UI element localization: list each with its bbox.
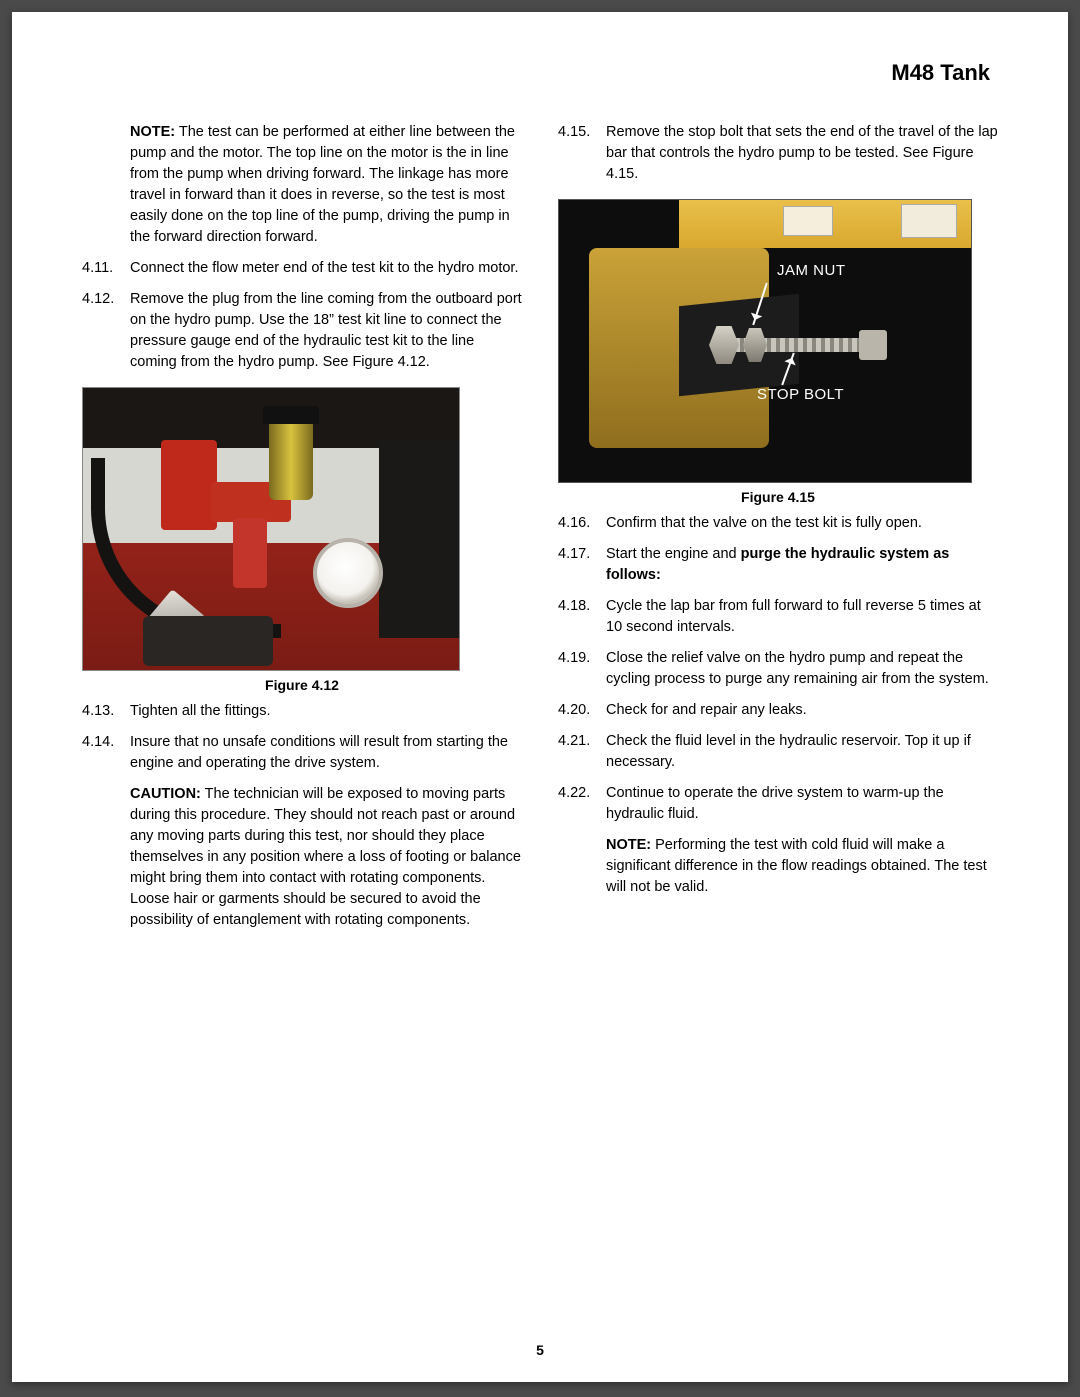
step-4-12: 4.12. Remove the plug from the line comi…	[82, 289, 522, 373]
note2-paragraph: NOTE: Performing the test with cold flui…	[606, 835, 998, 898]
step-number: 4.17.	[558, 544, 598, 586]
step-number: 4.18.	[558, 596, 598, 638]
left-column: NOTE: The test can be performed at eithe…	[82, 122, 522, 941]
step-number: 4.11.	[82, 258, 122, 279]
step-number: 4.19.	[558, 648, 598, 690]
step-text: Close the relief valve on the hydro pump…	[606, 648, 998, 690]
step-text: Confirm that the valve on the test kit i…	[606, 513, 998, 534]
step-number: 4.15.	[558, 122, 598, 185]
step-text: Insure that no unsafe conditions will re…	[130, 732, 522, 774]
step-number: 4.16.	[558, 513, 598, 534]
caution-body: The technician will be exposed to moving…	[130, 786, 521, 928]
step-4-17: 4.17. Start the engine and purge the hyd…	[558, 544, 998, 586]
note-label: NOTE:	[130, 124, 175, 140]
figure-4-15-caption: Figure 4.15	[558, 489, 998, 505]
step-4-20: 4.20. Check for and repair any leaks.	[558, 700, 998, 721]
two-column-layout: NOTE: The test can be performed at eithe…	[82, 122, 998, 941]
step-text: Check the fluid level in the hydraulic r…	[606, 731, 998, 773]
step-4-15: 4.15. Remove the stop bolt that sets the…	[558, 122, 998, 185]
step-text: Connect the flow meter end of the test k…	[130, 258, 522, 279]
figure-4-12-caption: Figure 4.12	[82, 677, 522, 693]
step-number: 4.13.	[82, 701, 122, 722]
figure-4-12: Figure 4.12	[82, 387, 522, 693]
caution-label: CAUTION:	[130, 786, 201, 802]
step-4-19: 4.19. Close the relief valve on the hydr…	[558, 648, 998, 690]
step-text: Check for and repair any leaks.	[606, 700, 998, 721]
step-number: 4.22.	[558, 783, 598, 825]
page-number: 5	[12, 1342, 1068, 1358]
page-title: M48 Tank	[82, 60, 998, 86]
step-4-22: 4.22. Continue to operate the drive syst…	[558, 783, 998, 825]
step-4-16: 4.16. Confirm that the valve on the test…	[558, 513, 998, 534]
note-paragraph: NOTE: The test can be performed at eithe…	[130, 122, 522, 248]
step-4-11: 4.11. Connect the flow meter end of the …	[82, 258, 522, 279]
step-number: 4.20.	[558, 700, 598, 721]
jam-nut-label: JAM NUT	[777, 262, 846, 279]
step-4-18: 4.18. Cycle the lap bar from full forwar…	[558, 596, 998, 638]
caution-paragraph: CAUTION: The technician will be exposed …	[130, 784, 522, 931]
step-text: Remove the stop bolt that sets the end o…	[606, 122, 998, 185]
step-4-14: 4.14. Insure that no unsafe conditions w…	[82, 732, 522, 774]
step-4-21: 4.21. Check the fluid level in the hydra…	[558, 731, 998, 773]
step-text: Tighten all the fittings.	[130, 701, 522, 722]
right-column: 4.15. Remove the stop bolt that sets the…	[558, 122, 998, 941]
step-number: 4.14.	[82, 732, 122, 774]
note2-label: NOTE:	[606, 837, 651, 853]
step-4-13: 4.13. Tighten all the fittings.	[82, 701, 522, 722]
step-text: Start the engine and purge the hydraulic…	[606, 544, 998, 586]
figure-4-15-image: JAM NUT STOP BOLT	[558, 199, 972, 483]
step-4-17-pre: Start the engine and	[606, 546, 741, 562]
step-text: Continue to operate the drive system to …	[606, 783, 998, 825]
figure-4-12-image	[82, 387, 460, 671]
step-text: Remove the plug from the line coming fro…	[130, 289, 522, 373]
figure-4-15: JAM NUT STOP BOLT Figure 4.15	[558, 199, 998, 505]
step-text: Cycle the lap bar from full forward to f…	[606, 596, 998, 638]
stop-bolt-label: STOP BOLT	[757, 386, 844, 403]
note-body: The test can be performed at either line…	[130, 124, 515, 245]
manual-page: M48 Tank NOTE: The test can be performed…	[12, 12, 1068, 1382]
step-number: 4.21.	[558, 731, 598, 773]
note2-body: Performing the test with cold fluid will…	[606, 837, 987, 895]
step-number: 4.12.	[82, 289, 122, 373]
